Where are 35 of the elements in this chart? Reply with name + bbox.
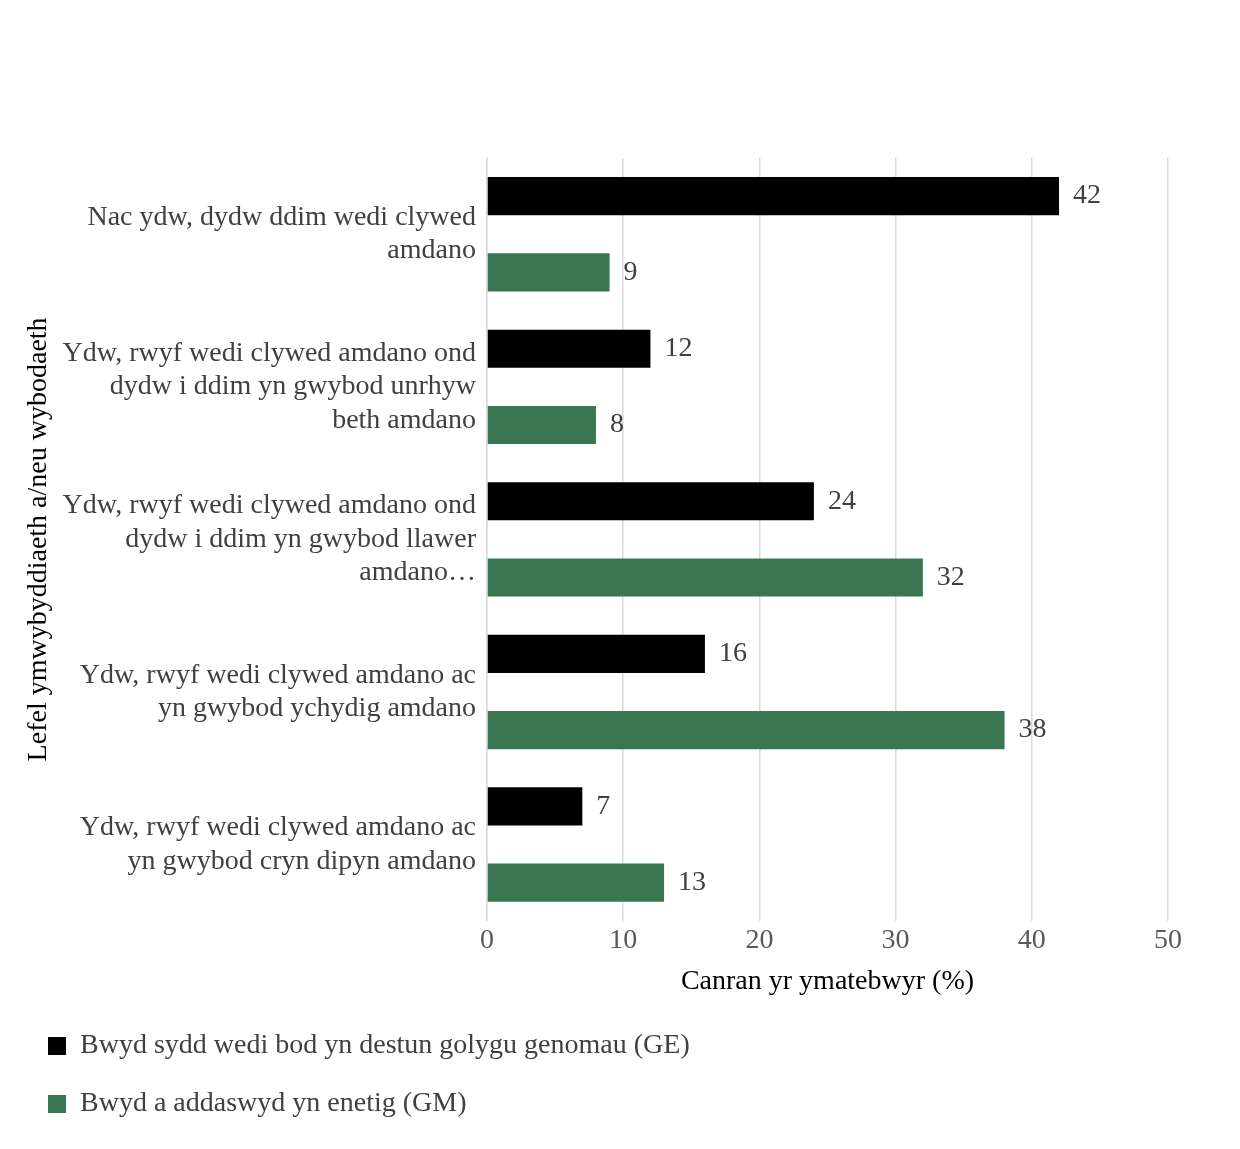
x-tick-label: 20 [745,922,774,954]
bar [487,863,665,902]
y-tick-label: Ydw, rwyf wedi clywed amdano ond dydw i ddim yn gwybod llawer amdano… [62,488,477,587]
bar [487,329,651,368]
x-tick-label: 0 [480,922,495,954]
data-label: 16 [718,636,747,668]
bar [487,253,610,292]
data-label: 12 [664,331,693,363]
data-label: 7 [596,788,611,820]
legend-label: Bwyd a addaswyd yn enetig (GM) [80,1086,467,1118]
data-label: 24 [827,483,856,515]
data-label: 13 [678,865,707,897]
x-tick-label: 50 [1154,922,1182,954]
bar [487,177,1060,216]
data-label: 38 [1018,712,1047,744]
data-label: 9 [623,254,638,286]
data-label: 42 [1073,178,1102,210]
y-tick-label: Ydw, rwyf wedi clywed amdano ac yn gwybod ychydig amdano [79,657,477,723]
y-tick-label: Ydw, rwyf wedi clywed amdano ac yn gwybod cryn dipyn amdano [79,810,477,875]
x-tick-label: 40 [1017,922,1046,954]
x-tick-label: 30 [881,922,910,954]
y-tick-label: Nac ydw, dydw ddim wedi clywed amdano [87,199,477,265]
bar [487,558,923,597]
x-axis-title: Canran yr ymatebwyr (%) [680,963,975,995]
y-axis-title: Lefel ymwybyddiaeth a/neu wybodaeth [21,317,53,762]
data-label: 8 [609,407,624,439]
bar [487,634,705,673]
bar [487,711,1005,750]
data-label: 32 [936,559,965,591]
bar [487,787,583,826]
x-tick-label: 10 [609,922,638,954]
bar [487,405,596,445]
bar [487,482,814,521]
y-tick-label: Ydw, rwyf wedi clywed amdano ond dydw i ddim yn gwybod unrhyw beth amdano [62,335,477,434]
legend-label: Bwyd sydd wedi bod yn destun golygu genomau (GE) [80,1028,690,1060]
